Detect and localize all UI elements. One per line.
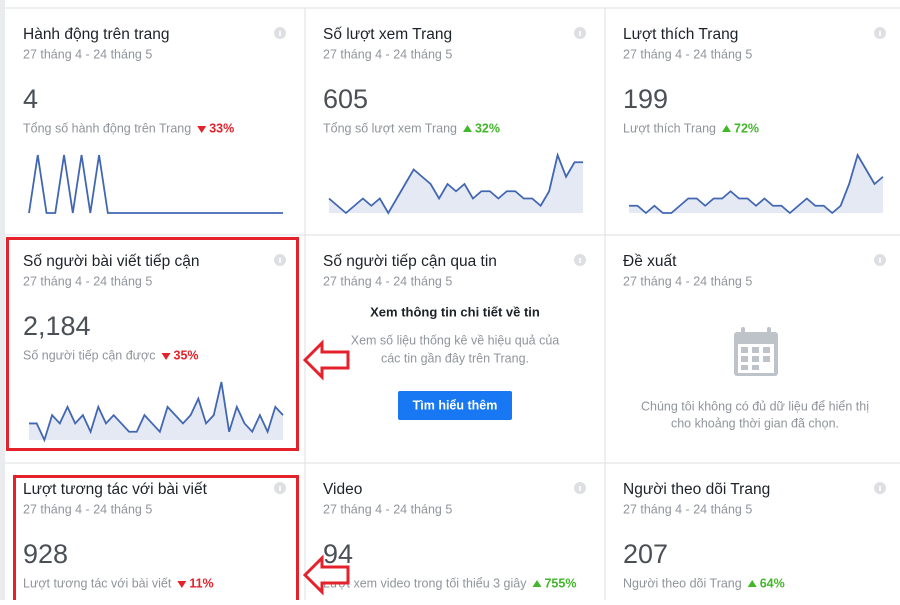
metric-change: 11% [189, 576, 213, 590]
empty-text: cho khoảng thời gian đã chọn. [671, 416, 839, 430]
sparkline-area [329, 155, 583, 213]
card-date: 27 tháng 4 - 24 tháng 5 [623, 274, 752, 288]
message-text: các tin gần đây trên Trang. [381, 351, 529, 365]
card-date: 27 tháng 4 - 24 tháng 5 [323, 47, 452, 61]
metric-subtitle: Số người tiếp cận được [23, 348, 156, 362]
message-text: Xem số liệu thống kê về hiệu quả của [351, 333, 560, 347]
metric-value: 94 [323, 539, 353, 569]
message-heading: Xem thông tin chi tiết về tin [370, 304, 540, 319]
info-dot [879, 258, 881, 263]
pointer-arrow [302, 554, 350, 596]
metric-subtitle: Lượt thích Trang [623, 121, 716, 135]
card-date: 27 tháng 4 - 24 tháng 5 [23, 274, 152, 288]
down-arrow [161, 353, 171, 360]
info-dot [579, 258, 581, 263]
info-dot [279, 31, 281, 36]
card-title: Lượt thích Trang [623, 26, 738, 43]
info-dot [879, 31, 881, 36]
info-dot [579, 486, 581, 491]
card-title: Người theo dõi Trang [623, 481, 770, 498]
empty-text: Chúng tôi không có đủ dữ liệu để hiển th… [641, 399, 869, 413]
card-date: 27 tháng 4 - 24 tháng 5 [323, 502, 452, 516]
calendar-icon [734, 327, 778, 376]
left-strip [0, 0, 5, 600]
card-title: Số người bài viết tiếp cận [23, 253, 200, 270]
metric-change: 35% [174, 348, 199, 362]
card-title: Hành động trên trang [23, 26, 170, 43]
metric-value: 605 [323, 84, 368, 114]
card-title: Số người tiếp cận qua tin [323, 253, 497, 270]
down-arrow [177, 581, 187, 588]
metric-value: 199 [623, 84, 668, 114]
metric-subtitle: Tổng số hành động trên Trang [23, 121, 191, 135]
sparkline [629, 152, 884, 215]
up-arrow [462, 125, 472, 132]
card-title: Video [323, 481, 362, 498]
down-arrow [197, 126, 207, 133]
info-dot [279, 486, 281, 491]
up-arrow [532, 580, 542, 587]
metric-change: 32% [475, 121, 500, 135]
card-date: 27 tháng 4 - 24 tháng 5 [23, 47, 152, 61]
metric-change: 72% [734, 121, 759, 135]
metric-value: 2,184 [23, 311, 91, 341]
card-date: 27 tháng 4 - 24 tháng 5 [623, 47, 752, 61]
metric-subtitle: Lượt xem video trong tối thiểu 3 giây [323, 576, 527, 590]
card-date: 27 tháng 4 - 24 tháng 5 [23, 502, 152, 516]
metric-change: 755% [544, 576, 576, 590]
up-arrow [722, 125, 731, 132]
learn-more-label[interactable]: Tìm hiểu thêm [413, 398, 498, 412]
learn-more-button[interactable] [398, 391, 512, 420]
info-dot [279, 258, 281, 263]
metric-subtitle: Tổng số lượt xem Trang [323, 121, 457, 135]
highlight-box [6, 237, 299, 451]
metric-change: 64% [760, 576, 785, 590]
metric-value: 207 [623, 539, 668, 569]
card-title: Số lượt xem Trang [323, 26, 452, 43]
metric-value: 928 [23, 539, 68, 569]
info-dot [579, 31, 581, 36]
card-date: 27 tháng 4 - 24 tháng 5 [623, 502, 752, 516]
pointer-arrow [302, 339, 350, 381]
highlight-box [13, 475, 299, 605]
info-dot [879, 486, 881, 491]
sparkline [29, 381, 284, 443]
up-arrow [747, 580, 757, 587]
metric-subtitle: Lượt tương tác với bài viết [23, 576, 172, 590]
card-date: 27 tháng 4 - 24 tháng 5 [323, 274, 452, 288]
sparkline [328, 151, 583, 215]
metric-change: 33% [209, 121, 234, 135]
card-title: Lượt tương tác với bài viết [23, 481, 208, 498]
metric-subtitle: Người theo dõi Trang [623, 576, 742, 590]
card-title: Đề xuất [623, 253, 677, 270]
metric-value: 4 [23, 84, 38, 114]
sparkline [28, 154, 283, 214]
sparkline-area [29, 382, 283, 440]
